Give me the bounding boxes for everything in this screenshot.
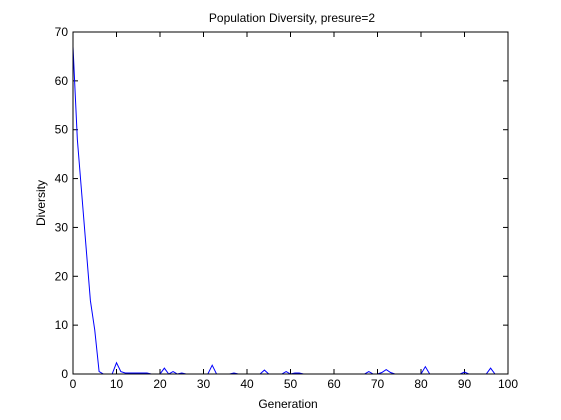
- y-tick-label: 70: [55, 25, 69, 39]
- x-axis-title: Generation: [258, 397, 317, 411]
- x-tick-label: 60: [327, 377, 341, 391]
- y-tick-label: 30: [55, 220, 69, 234]
- y-tick-label: 0: [61, 367, 68, 381]
- x-tick-label: 70: [371, 377, 385, 391]
- y-tick-label: 50: [55, 123, 69, 137]
- y-tick-label: 60: [55, 74, 69, 88]
- x-tick-label: 0: [70, 377, 77, 391]
- x-tick-label: 100: [498, 377, 518, 391]
- x-tick-label: 40: [240, 377, 254, 391]
- x-tick-label: 30: [197, 377, 211, 391]
- x-tick-label: 80: [414, 377, 428, 391]
- y-tick-label: 20: [55, 269, 69, 283]
- x-tick-label: 10: [110, 377, 124, 391]
- y-tick-label: 10: [55, 318, 69, 332]
- y-tick-label: 40: [55, 172, 69, 186]
- chart-title: Population Diversity, presure=2: [209, 11, 376, 25]
- x-tick-label: 50: [284, 377, 298, 391]
- y-axis-title: Diversity: [34, 180, 48, 226]
- x-tick-label: 90: [458, 377, 472, 391]
- x-tick-label: 20: [153, 377, 167, 391]
